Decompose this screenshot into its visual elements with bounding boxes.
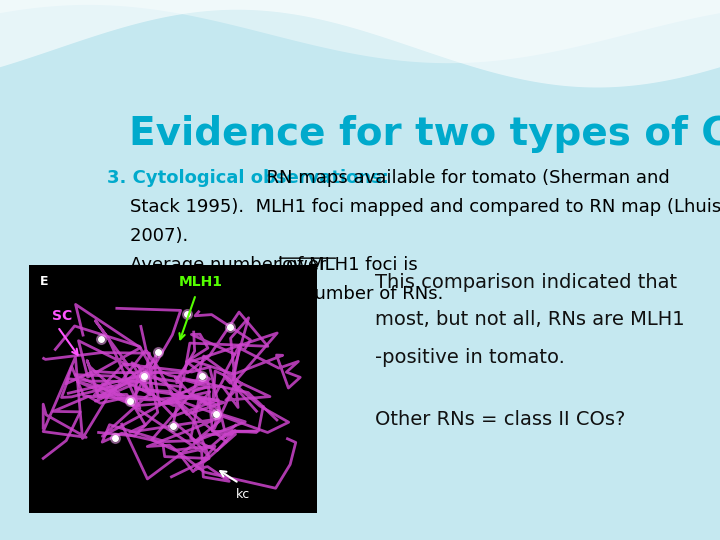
Text: Evidence for two types of COs in plants: Evidence for two types of COs in plants	[129, 114, 720, 153]
Text: This comparison indicated that: This comparison indicated that	[374, 273, 677, 292]
Text: RN maps available for tomato (Sherman and: RN maps available for tomato (Sherman an…	[255, 168, 670, 187]
Text: MLH1: MLH1	[179, 274, 222, 288]
Text: than the average number of RNs.: than the average number of RNs.	[107, 285, 443, 303]
Text: lower: lower	[277, 256, 326, 274]
Text: 3. Cytological observations:: 3. Cytological observations:	[107, 168, 389, 187]
Text: most, but not all, RNs are MLH1: most, but not all, RNs are MLH1	[374, 310, 684, 329]
Text: kc: kc	[236, 488, 251, 501]
Text: Stack 1995).  MLH1 foci mapped and compared to RN map (Lhuissier et al.: Stack 1995). MLH1 foci mapped and compar…	[107, 198, 720, 216]
Text: -positive in tomato.: -positive in tomato.	[374, 348, 564, 367]
Text: Other RNs = class II COs?: Other RNs = class II COs?	[374, 410, 625, 429]
Polygon shape	[0, 0, 720, 63]
Text: SC: SC	[52, 309, 72, 323]
Text: E: E	[40, 274, 49, 287]
Text: 2007).: 2007).	[107, 227, 188, 245]
Text: Average number of MLH1 foci is: Average number of MLH1 foci is	[107, 256, 423, 274]
Polygon shape	[0, 0, 720, 87]
